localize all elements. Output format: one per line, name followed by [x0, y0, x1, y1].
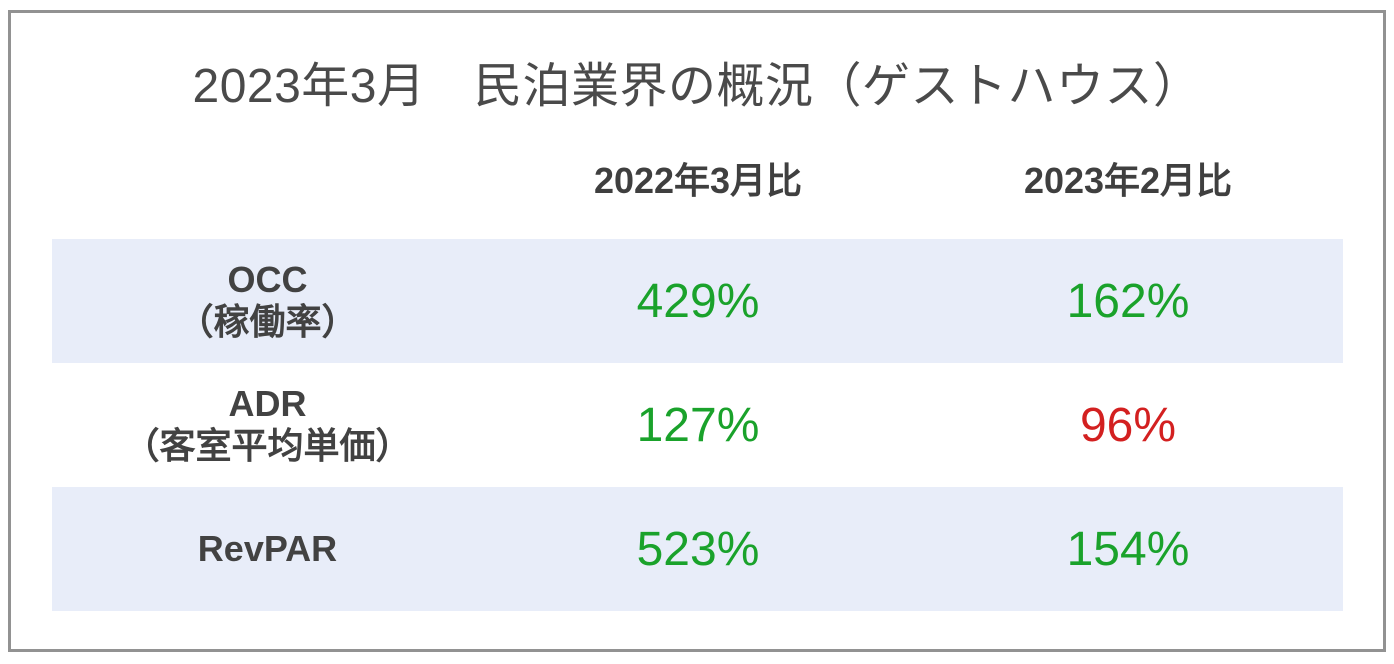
value-revpar-vs-2022-03: 523% [636, 522, 760, 576]
value-occ-vs-2022-03: 429% [636, 274, 760, 328]
value-adr-vs-2022-03: 127% [636, 398, 760, 452]
table-row-revpar: RevPAR 523% 154% [52, 487, 1343, 611]
metric-subname: （稼働率） [177, 301, 358, 342]
metric-label-revpar: RevPAR [52, 487, 483, 611]
metrics-table: OCC （稼働率） 429% 162% ADR （客室平均単価） 127% 96… [52, 239, 1343, 611]
value-adr-vs-2023-02: 96% [1079, 398, 1177, 452]
metric-label-occ: OCC （稼働率） [52, 239, 483, 363]
metric-name: ADR [228, 382, 307, 424]
table-row-occ: OCC （稼働率） 429% 162% [52, 239, 1343, 363]
header-metric-spacer [52, 148, 483, 208]
metric-subname: （客室平均単価） [123, 425, 412, 466]
header-vs-2023-02: 2023年2月比 [1023, 160, 1233, 201]
metric-label-adr: ADR （客室平均単価） [52, 363, 483, 487]
slide-title: 2023年3月 民泊業界の概況（ゲストハウス） [192, 60, 1202, 113]
table-header-row: 2022年3月比 2023年2月比 [52, 148, 1343, 208]
value-occ-vs-2023-02: 162% [1066, 274, 1190, 328]
metric-name: RevPAR [197, 527, 338, 569]
header-vs-2022-03: 2022年3月比 [593, 160, 803, 201]
table-row-adr: ADR （客室平均単価） 127% 96% [52, 363, 1343, 487]
metric-name: OCC [227, 258, 308, 300]
value-revpar-vs-2023-02: 154% [1066, 522, 1190, 576]
